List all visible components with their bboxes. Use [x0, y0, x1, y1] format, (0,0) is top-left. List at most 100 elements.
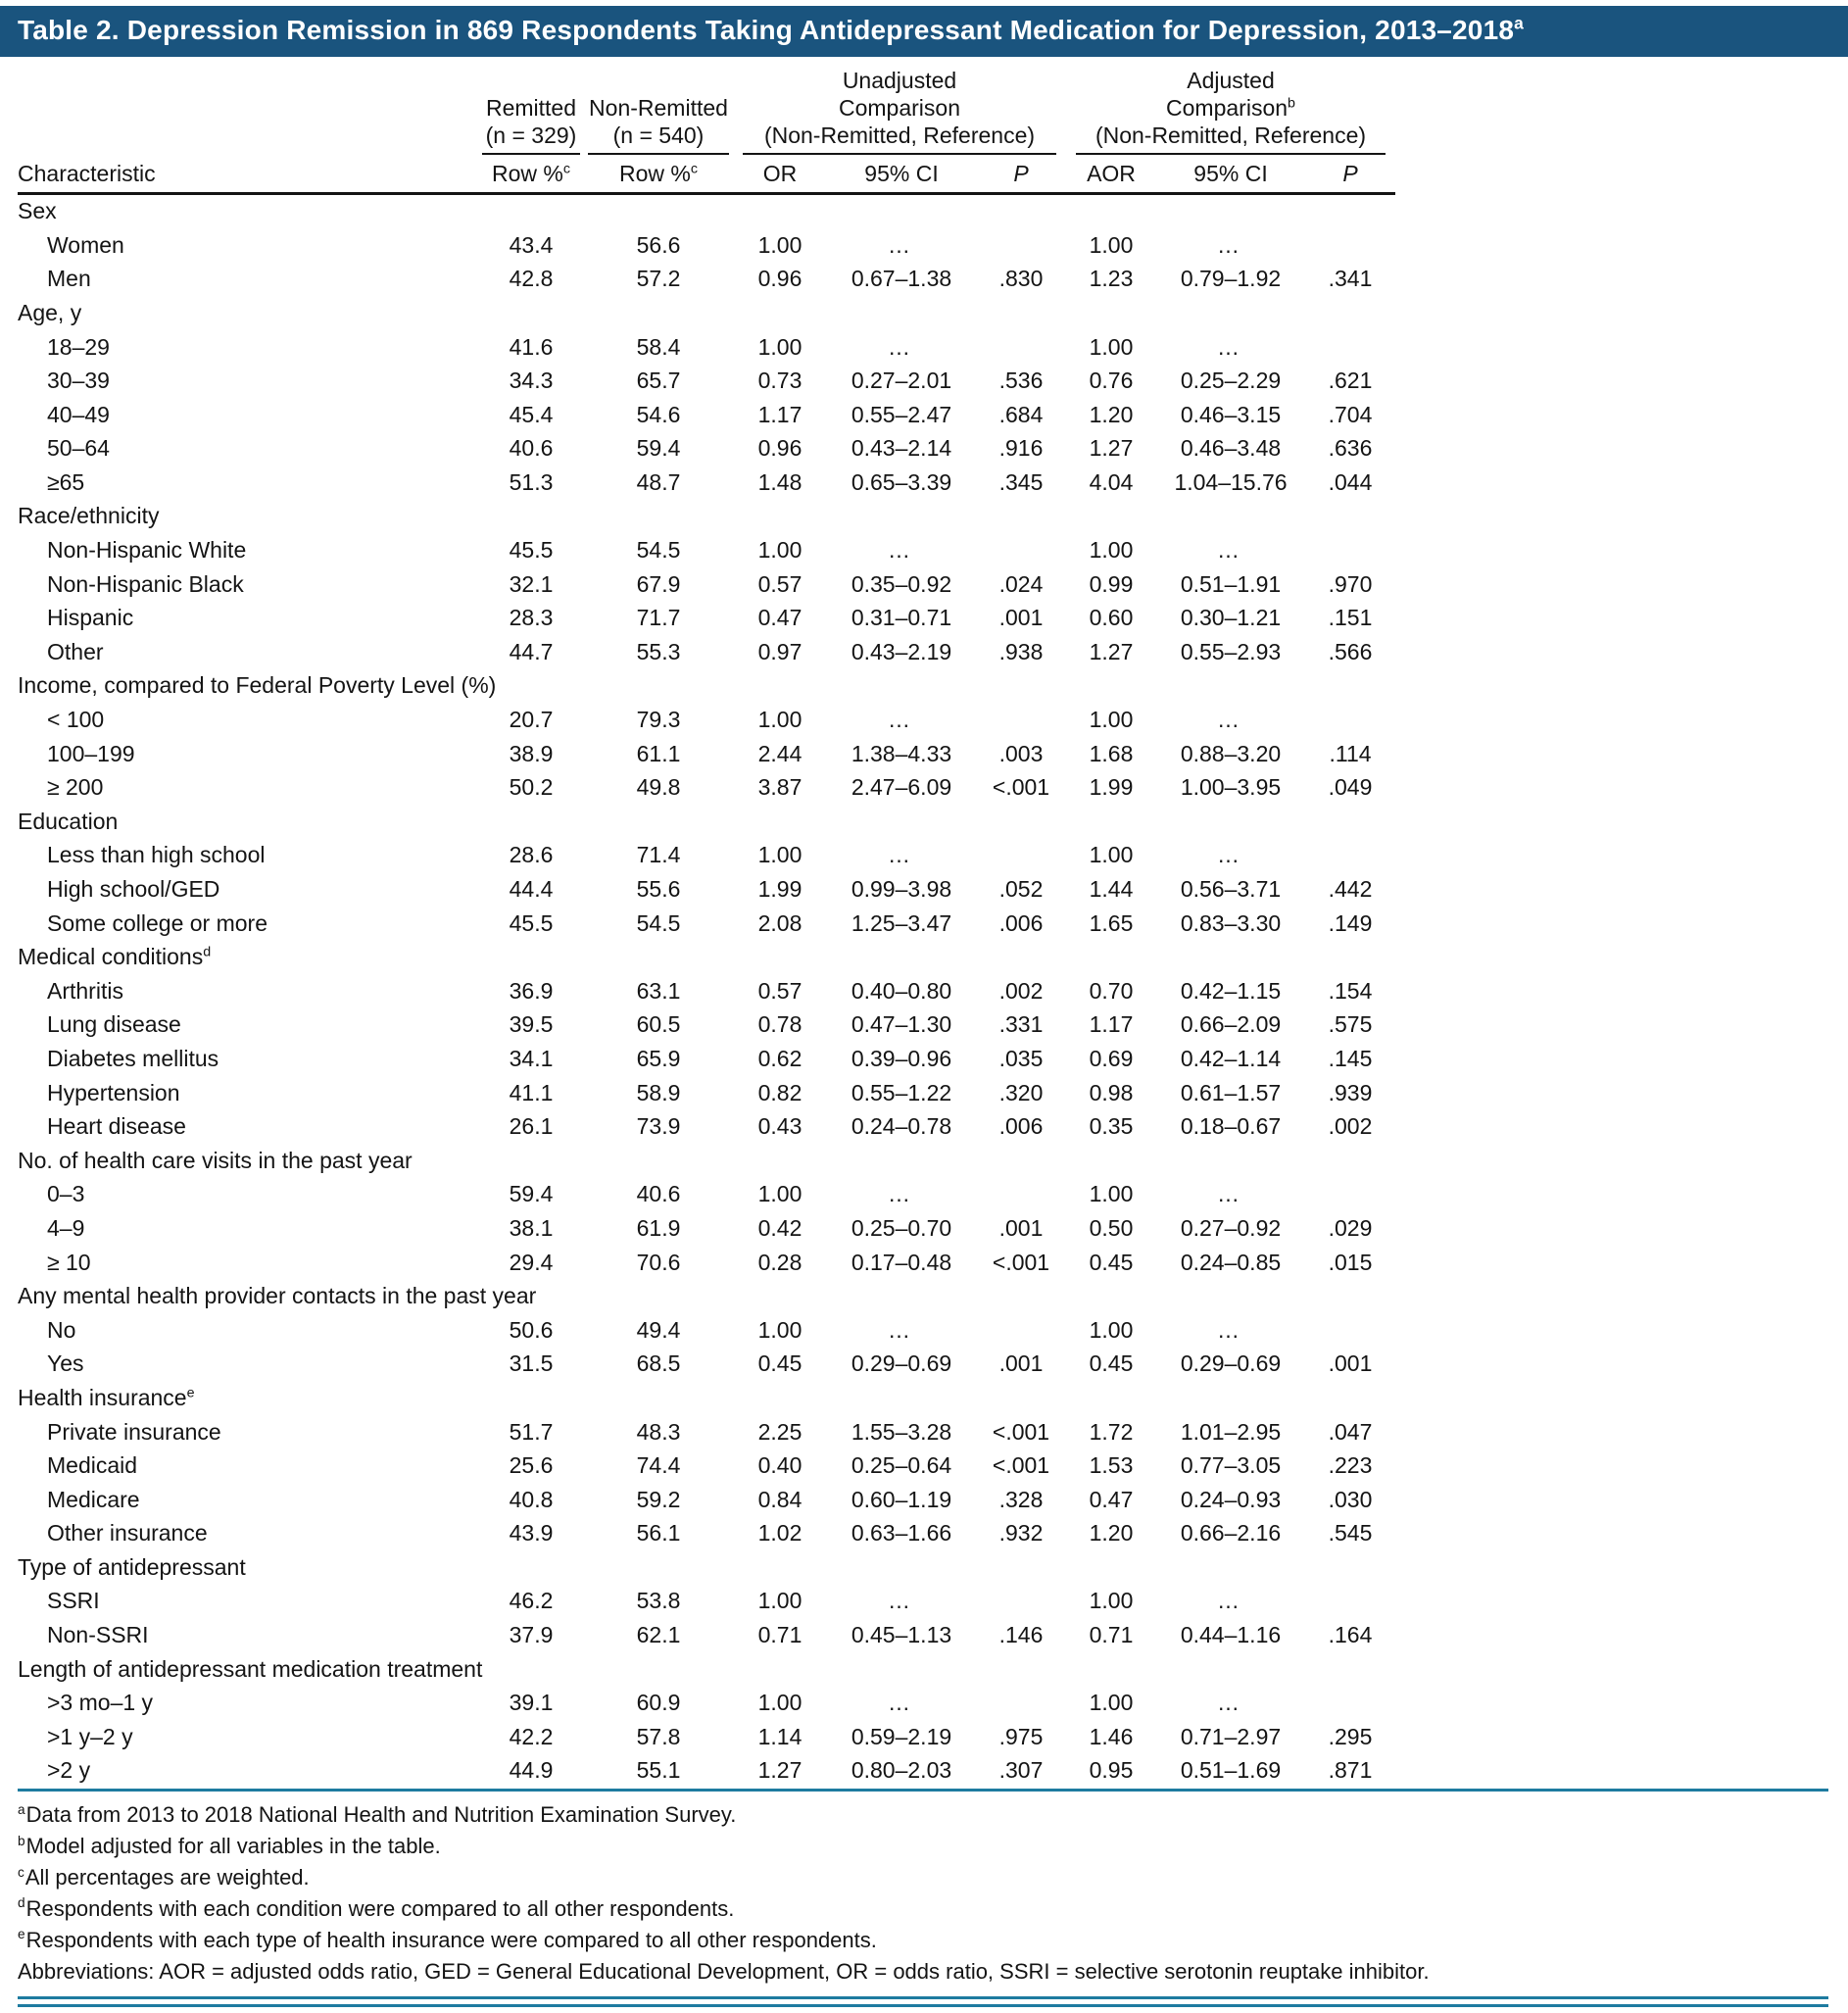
value-cell — [1305, 1585, 1395, 1619]
characteristic-cell: Diabetes mellitus — [47, 1045, 219, 1071]
value-cell: 48.7 — [636, 468, 681, 495]
value-cell: 57.2 — [636, 266, 681, 292]
value-cell: 34.1 — [509, 1045, 554, 1071]
value-cell: 26.1 — [509, 1113, 554, 1140]
value-cell: 32.1 — [509, 570, 554, 597]
value-cell: 1.00 — [757, 1690, 802, 1716]
value-cell: .030 — [1328, 1486, 1373, 1512]
value-cell: 61.1 — [636, 740, 681, 766]
data-row: Lung disease 39.5 60.5 0.78 0.47–1.30 .331 1.1… — [18, 1008, 1395, 1043]
value-cell: .970 — [1328, 570, 1373, 597]
value-cell — [976, 1585, 1066, 1619]
value-cell — [976, 1178, 1066, 1212]
value-cell: … — [1217, 1181, 1244, 1207]
value-cell: 70.6 — [636, 1249, 681, 1275]
value-cell: .939 — [1328, 1079, 1373, 1105]
value-cell: 1.25–3.47 — [851, 909, 952, 936]
value-cell: 0.17–0.48 — [851, 1249, 952, 1275]
value-cell: 1.68 — [1089, 740, 1134, 766]
value-cell: 1.00 — [1089, 1690, 1134, 1716]
data-row: Other 44.7 55.3 0.97 0.43–2.19 .938 1.27 0.55–2… — [18, 636, 1395, 670]
data-row: 100–199 38.9 61.1 2.44 1.38–4.33 .003 1.68 0.88… — [18, 738, 1395, 772]
value-cell: 0.63–1.66 — [851, 1520, 952, 1547]
value-cell — [1305, 1178, 1395, 1212]
unadjusted-line2: Comparison — [839, 95, 960, 122]
characteristic-cell: Hypertension — [47, 1079, 180, 1105]
value-cell: … — [1217, 1316, 1244, 1343]
section-row: Length of antidepressant medication trea… — [18, 1653, 1395, 1688]
value-cell: 0.46–3.15 — [1180, 401, 1282, 427]
value-cell: … — [888, 1316, 915, 1343]
bottom-double-rule — [18, 1996, 1828, 2008]
value-cell — [1305, 704, 1395, 738]
characteristic-cell: Hispanic — [47, 605, 134, 631]
value-cell: 1.00 — [1089, 1181, 1134, 1207]
value-cell: .001 — [1328, 1350, 1373, 1377]
value-cell: .223 — [1328, 1452, 1373, 1479]
value-cell: 0.47 — [1089, 1486, 1134, 1512]
value-cell: 1.00 — [757, 1316, 802, 1343]
footnote-superscript: a — [18, 1801, 25, 1817]
data-row: 4–9 38.1 61.9 0.42 0.25–0.70 .001 0.50 0.27–0.9… — [18, 1212, 1395, 1247]
data-row: ≥ 200 50.2 49.8 3.87 2.47–6.09 <.001 1.99 1.00–… — [18, 771, 1395, 806]
data-row: Heart disease 26.1 73.9 0.43 0.24–0.78 .006 0.… — [18, 1110, 1395, 1145]
value-cell: 0.24–0.85 — [1180, 1249, 1282, 1275]
characteristic-cell: >3 mo–1 y — [47, 1690, 154, 1716]
value-cell: 0.57 — [757, 570, 802, 597]
value-cell: 0.60 — [1089, 605, 1134, 631]
footnote: eRespondents with each type of health in… — [18, 1927, 877, 1952]
value-cell: .001 — [998, 1214, 1044, 1241]
value-cell: 1.00–3.95 — [1180, 774, 1282, 801]
value-cell: 1.00 — [757, 1588, 802, 1614]
data-row: No 50.6 49.4 1.00… 1.00… — [18, 1314, 1395, 1349]
section-row: Race/ethnicity — [18, 500, 1395, 534]
value-cell — [976, 1314, 1066, 1349]
value-cell: 20.7 — [509, 707, 554, 733]
characteristic-cell: Arthritis — [47, 977, 123, 1004]
value-cell: 0.56–3.71 — [1180, 876, 1282, 903]
value-cell — [976, 839, 1066, 873]
row-pct-label: Row % — [492, 161, 563, 187]
value-cell: 40.6 — [636, 1181, 681, 1207]
section-label: Education — [18, 808, 119, 834]
value-cell: .001 — [998, 1350, 1044, 1377]
data-row: 40–49 45.4 54.6 1.17 0.55–2.47 .684 1.20 0.46–3… — [18, 399, 1395, 433]
value-cell: 50.6 — [509, 1316, 554, 1343]
value-cell: 0.51–1.69 — [1180, 1757, 1282, 1784]
value-cell: 1.27 — [1089, 435, 1134, 462]
value-cell — [976, 534, 1066, 568]
value-cell: 0.29–0.69 — [851, 1350, 952, 1377]
value-cell: .047 — [1328, 1418, 1373, 1445]
section-row: Medical conditionsd — [18, 941, 1395, 975]
col-header-ci-adjusted: 95% CI — [1156, 155, 1305, 196]
value-cell: 0.80–2.03 — [851, 1757, 952, 1784]
value-cell: <.001 — [992, 1452, 1050, 1479]
value-cell: 0.62 — [757, 1045, 802, 1071]
value-cell: 1.00 — [1089, 333, 1134, 360]
value-cell: 1.48 — [757, 468, 802, 495]
characteristic-cell: >2 y — [47, 1757, 91, 1784]
value-cell: .145 — [1328, 1045, 1373, 1071]
value-cell: .871 — [1328, 1757, 1373, 1784]
value-cell — [976, 229, 1066, 264]
value-cell: 0.51–1.91 — [1180, 570, 1282, 597]
value-cell: 0.77–3.05 — [1180, 1452, 1282, 1479]
value-cell: … — [1217, 1690, 1244, 1716]
value-cell: .049 — [1328, 774, 1373, 801]
section-label: Health insurancee — [18, 1384, 195, 1410]
value-cell: .295 — [1328, 1723, 1373, 1749]
data-row: Other insurance 43.9 56.1 1.02 0.63–1.66 .932… — [18, 1517, 1395, 1551]
value-cell: 51.3 — [509, 468, 554, 495]
value-cell: .044 — [1328, 468, 1373, 495]
data-row: < 100 20.7 79.3 1.00… 1.00… — [18, 704, 1395, 738]
data-row: >1 y–2 y 42.2 57.8 1.14 0.59–2.19 .975 1.46 0.7… — [18, 1721, 1395, 1755]
value-cell: 1.53 — [1089, 1452, 1134, 1479]
table-title-bar: Table 2. Depression Remission in 869 Res… — [0, 6, 1848, 57]
value-cell: … — [888, 537, 915, 564]
value-cell: .345 — [998, 468, 1044, 495]
data-row: 50–64 40.6 59.4 0.96 0.43–2.14 .916 1.27 0.46–3… — [18, 432, 1395, 466]
characteristic-cell: 50–64 — [47, 435, 110, 462]
value-cell: .328 — [998, 1486, 1044, 1512]
value-cell: 0.55–2.93 — [1180, 638, 1282, 664]
value-cell: 73.9 — [636, 1113, 681, 1140]
